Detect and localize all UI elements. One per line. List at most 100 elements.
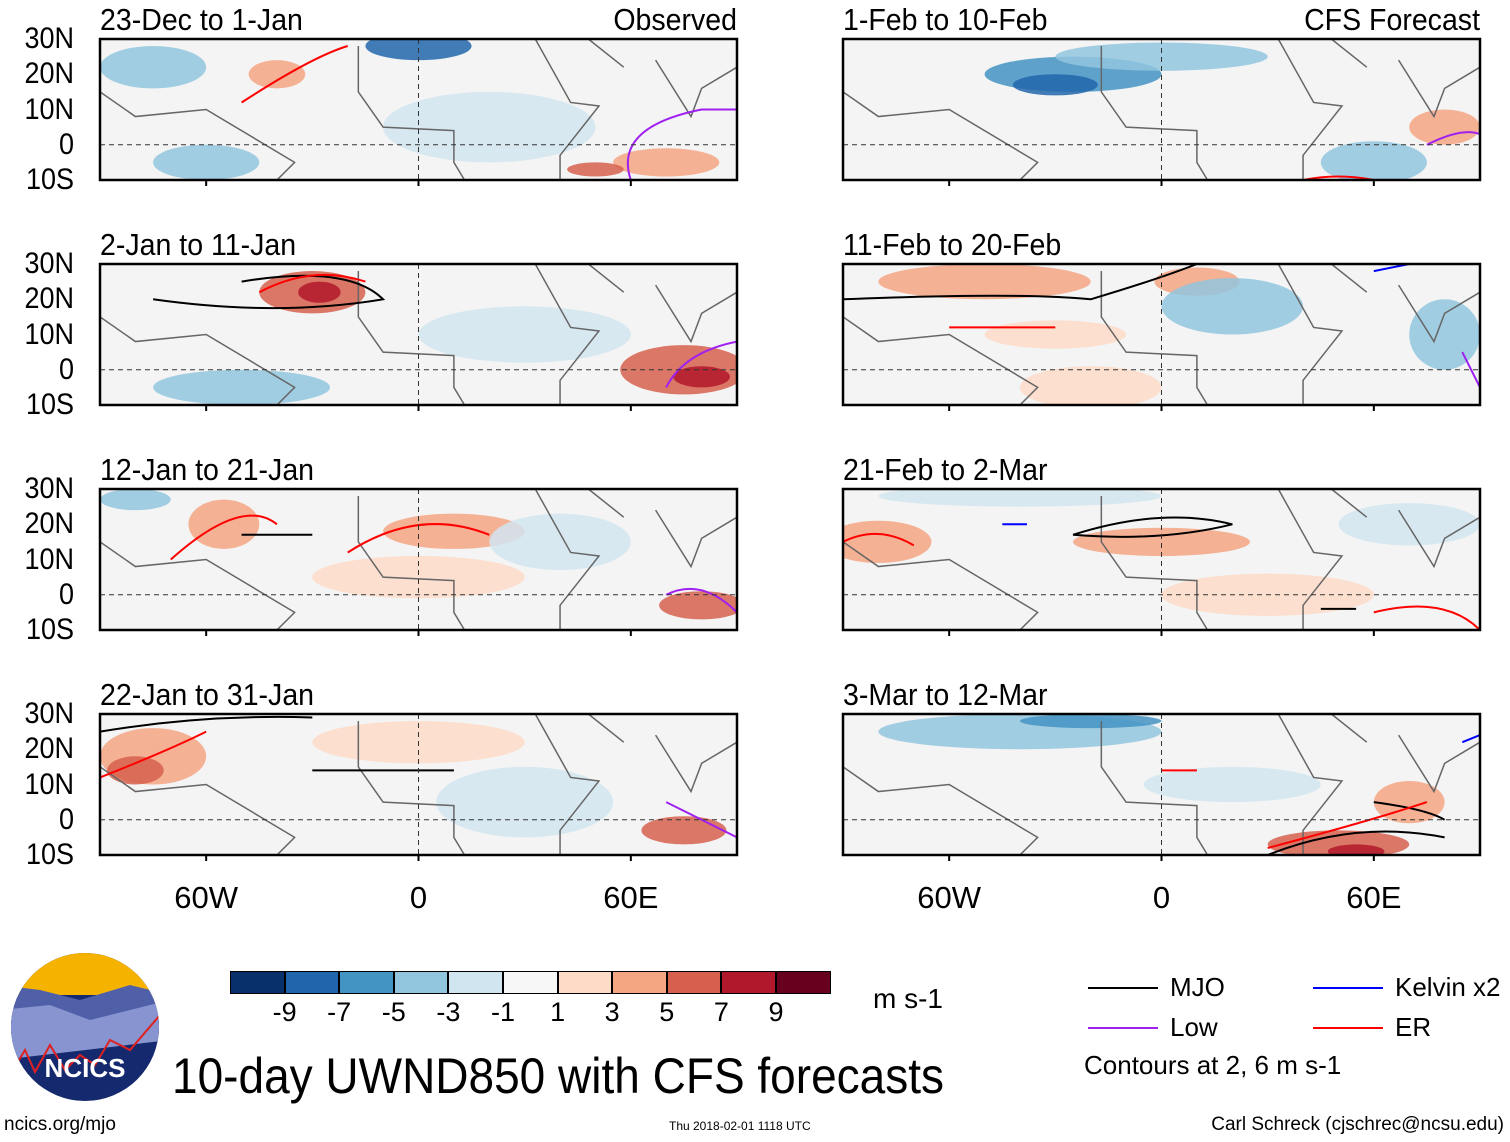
anomaly-region [312, 555, 525, 599]
y-tick-label: 20N [24, 282, 74, 316]
anomaly-region [418, 306, 631, 363]
legend-line [1313, 1027, 1383, 1029]
y-tick-label: 30N [24, 22, 74, 55]
anomaly-region [153, 144, 260, 180]
anomaly-region [100, 489, 171, 511]
coastlines [843, 264, 1480, 405]
anomaly-region [659, 591, 737, 620]
colorbar-swatch [557, 971, 613, 994]
y-tick-label: 20N [24, 507, 74, 541]
map-panel [841, 37, 1482, 186]
anomaly-region [298, 281, 341, 303]
y-tick-label: 10N [24, 317, 74, 351]
anomaly-region [100, 46, 207, 89]
x-tick-label: 60W [174, 880, 239, 915]
anomaly-region [107, 756, 164, 785]
anomaly-region [673, 366, 730, 388]
x-tick-label: 0 [1152, 880, 1171, 915]
legend-label: Low [1170, 1012, 1218, 1042]
anomaly-region [1143, 766, 1321, 803]
colorbar-units: m s-1 [873, 983, 943, 1014]
wave-contour [665, 340, 737, 388]
x-tick-label: 60E [603, 880, 659, 915]
colorbar-swatch [503, 971, 558, 994]
coastlines [100, 489, 737, 630]
colorbar-label: 9 [768, 997, 784, 1027]
y-tick-label: 0 [58, 802, 74, 836]
map-panel [841, 262, 1482, 411]
anomaly-region [1019, 366, 1162, 405]
y-tick-label: 30N [24, 472, 74, 505]
colorbar-label: 5 [659, 997, 675, 1027]
colorbar-label: -7 [327, 997, 352, 1027]
figure-title: 10-day UWND850 with CFS forecasts [172, 1048, 945, 1104]
wave-contour [258, 273, 366, 294]
colorbar-label: 1 [550, 997, 566, 1027]
anomaly-region [984, 320, 1127, 349]
footer-timestamp: Thu 2018-02-01 1118 UTC [669, 1119, 811, 1133]
wave-contour [843, 264, 1198, 301]
panel-title: 22-Jan to 31-Jan [100, 677, 315, 712]
coastlines [843, 39, 1480, 180]
x-tick-label: 60E [1346, 880, 1402, 915]
anomaly-region [1055, 42, 1268, 71]
wave-contour [100, 730, 207, 779]
colorbar-label: -9 [272, 997, 297, 1027]
colorbar-swatch [612, 971, 667, 994]
wave-contour [1461, 351, 1480, 388]
anomaly-region [1338, 503, 1480, 546]
colorbar-swatch [284, 971, 340, 994]
anomaly-region [365, 39, 472, 61]
legend-line [1313, 987, 1383, 989]
footer-url[interactable]: ncics.org/mjo [4, 1114, 116, 1135]
map-panel [98, 262, 739, 411]
colorbar-swatch [666, 971, 722, 994]
column-label: CFS Forecast [1304, 2, 1480, 37]
panel-title: 11-Feb to 20-Feb [843, 227, 1062, 262]
colorbar-swatch [721, 971, 776, 994]
colorbar-swatch [448, 971, 503, 994]
colorbar-label: 3 [604, 997, 620, 1027]
y-tick-label: 10N [24, 767, 74, 801]
anomaly-region [383, 513, 525, 549]
coastlines [100, 39, 737, 180]
anomaly-region [489, 513, 631, 571]
legend-label: MJO [1170, 972, 1225, 1002]
map-panel [98, 712, 739, 861]
anomaly-region [1019, 714, 1162, 729]
map-panel [841, 487, 1482, 636]
map-panel [98, 487, 739, 636]
column-label: Observed [613, 2, 737, 37]
wave-contour [100, 715, 313, 733]
colorbar-label: -1 [490, 997, 515, 1027]
legend-label: Kelvin x2 [1395, 972, 1501, 1002]
panel-title: 1-Feb to 10-Feb [843, 2, 1048, 37]
colorbar-swatch [393, 971, 449, 994]
anomaly-region [878, 489, 1162, 507]
legend-line [1088, 1027, 1158, 1029]
anomaly-region [188, 499, 260, 549]
y-tick-label: 0 [58, 352, 74, 386]
anomaly-region [843, 520, 932, 564]
panel-title: 21-Feb to 2-Mar [843, 452, 1048, 487]
wave-contour [665, 801, 737, 839]
anomaly-region [878, 264, 1091, 300]
wave-contour [1267, 801, 1428, 849]
anomaly-region [248, 60, 306, 89]
wave-contour [1373, 801, 1446, 821]
colorbar-swatch [339, 971, 394, 994]
colorbar-label: -5 [381, 997, 406, 1027]
y-tick-label: 20N [24, 732, 74, 766]
footer-author: Carl Schreck (cjschrec@ncsu.edu) [1211, 1114, 1504, 1135]
y-tick-label: 20N [24, 57, 74, 91]
y-tick-label: 10S [25, 163, 74, 196]
y-tick-label: 10S [25, 838, 74, 871]
coastlines [100, 714, 737, 855]
anomaly-region [153, 369, 331, 405]
colorbar-swatch [230, 971, 285, 994]
anomaly-region [641, 816, 727, 845]
anomaly-region [1409, 299, 1480, 370]
y-tick-label: 10S [25, 388, 74, 421]
wave-contour [1072, 516, 1233, 538]
anomaly-region [1320, 141, 1427, 180]
